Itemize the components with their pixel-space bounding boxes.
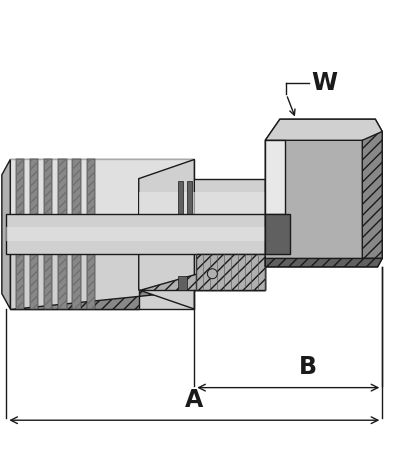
Bar	[30, 159, 38, 309]
Polygon shape	[265, 119, 382, 267]
Bar	[10, 159, 194, 215]
Bar	[16, 159, 24, 309]
Polygon shape	[10, 290, 196, 309]
Text: W: W	[311, 71, 337, 95]
Bar	[178, 181, 183, 214]
Polygon shape	[265, 140, 285, 214]
Bar	[139, 179, 265, 290]
Bar	[10, 159, 194, 309]
Polygon shape	[265, 258, 382, 267]
Polygon shape	[2, 159, 10, 309]
Polygon shape	[265, 119, 382, 140]
Polygon shape	[139, 254, 265, 290]
Text: B: B	[299, 355, 316, 379]
Bar	[187, 181, 191, 214]
Bar	[86, 159, 95, 309]
Bar	[86, 159, 95, 309]
Bar	[196, 254, 265, 290]
Bar	[58, 159, 67, 309]
Bar	[44, 159, 53, 309]
Polygon shape	[139, 159, 194, 309]
Bar	[44, 159, 53, 309]
Bar	[6, 227, 265, 241]
Bar	[265, 214, 290, 254]
Bar	[72, 159, 81, 309]
Bar	[6, 214, 265, 254]
Polygon shape	[362, 132, 382, 258]
Bar	[139, 192, 265, 221]
Bar	[16, 159, 24, 309]
Bar	[58, 159, 67, 309]
Bar	[178, 276, 187, 290]
Circle shape	[207, 269, 217, 279]
Bar	[30, 159, 38, 309]
Bar	[72, 159, 81, 309]
Text: A: A	[185, 388, 204, 412]
